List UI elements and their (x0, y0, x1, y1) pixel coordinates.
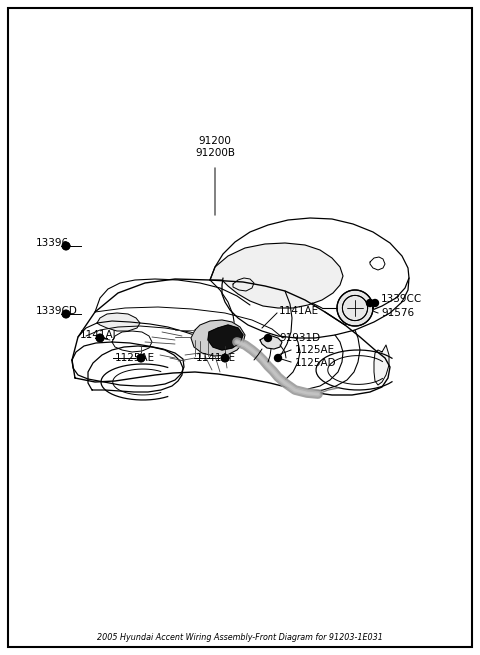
Text: 1141AE: 1141AE (279, 306, 319, 316)
Circle shape (62, 242, 70, 250)
Text: 1141AJ: 1141AJ (80, 330, 117, 340)
Circle shape (96, 335, 104, 341)
Text: 13396: 13396 (36, 238, 69, 248)
Text: 1141AE: 1141AE (196, 353, 236, 363)
Text: 91931D: 91931D (279, 333, 320, 343)
Text: 2005 Hyundai Accent Wiring Assembly-Front Diagram for 91203-1E031: 2005 Hyundai Accent Wiring Assembly-Fron… (97, 633, 383, 641)
Text: 1339CD: 1339CD (36, 306, 78, 316)
Text: 1339CC: 1339CC (381, 294, 422, 304)
Polygon shape (137, 354, 145, 362)
Circle shape (367, 299, 373, 307)
Text: 1125AE: 1125AE (295, 345, 335, 355)
Text: 91576: 91576 (381, 308, 414, 318)
Text: 1125AD: 1125AD (295, 358, 336, 368)
Polygon shape (208, 325, 243, 350)
Polygon shape (210, 243, 343, 308)
Circle shape (221, 354, 228, 362)
Polygon shape (97, 313, 140, 331)
Circle shape (372, 299, 379, 307)
Text: 1125AE: 1125AE (115, 353, 155, 363)
Circle shape (275, 354, 281, 362)
Text: 91200
91200B: 91200 91200B (195, 136, 235, 158)
Polygon shape (260, 336, 282, 349)
Circle shape (137, 354, 144, 362)
Polygon shape (191, 320, 245, 356)
Polygon shape (374, 345, 389, 385)
Circle shape (337, 290, 373, 326)
Circle shape (264, 335, 272, 341)
Circle shape (62, 310, 70, 318)
Polygon shape (221, 354, 229, 362)
